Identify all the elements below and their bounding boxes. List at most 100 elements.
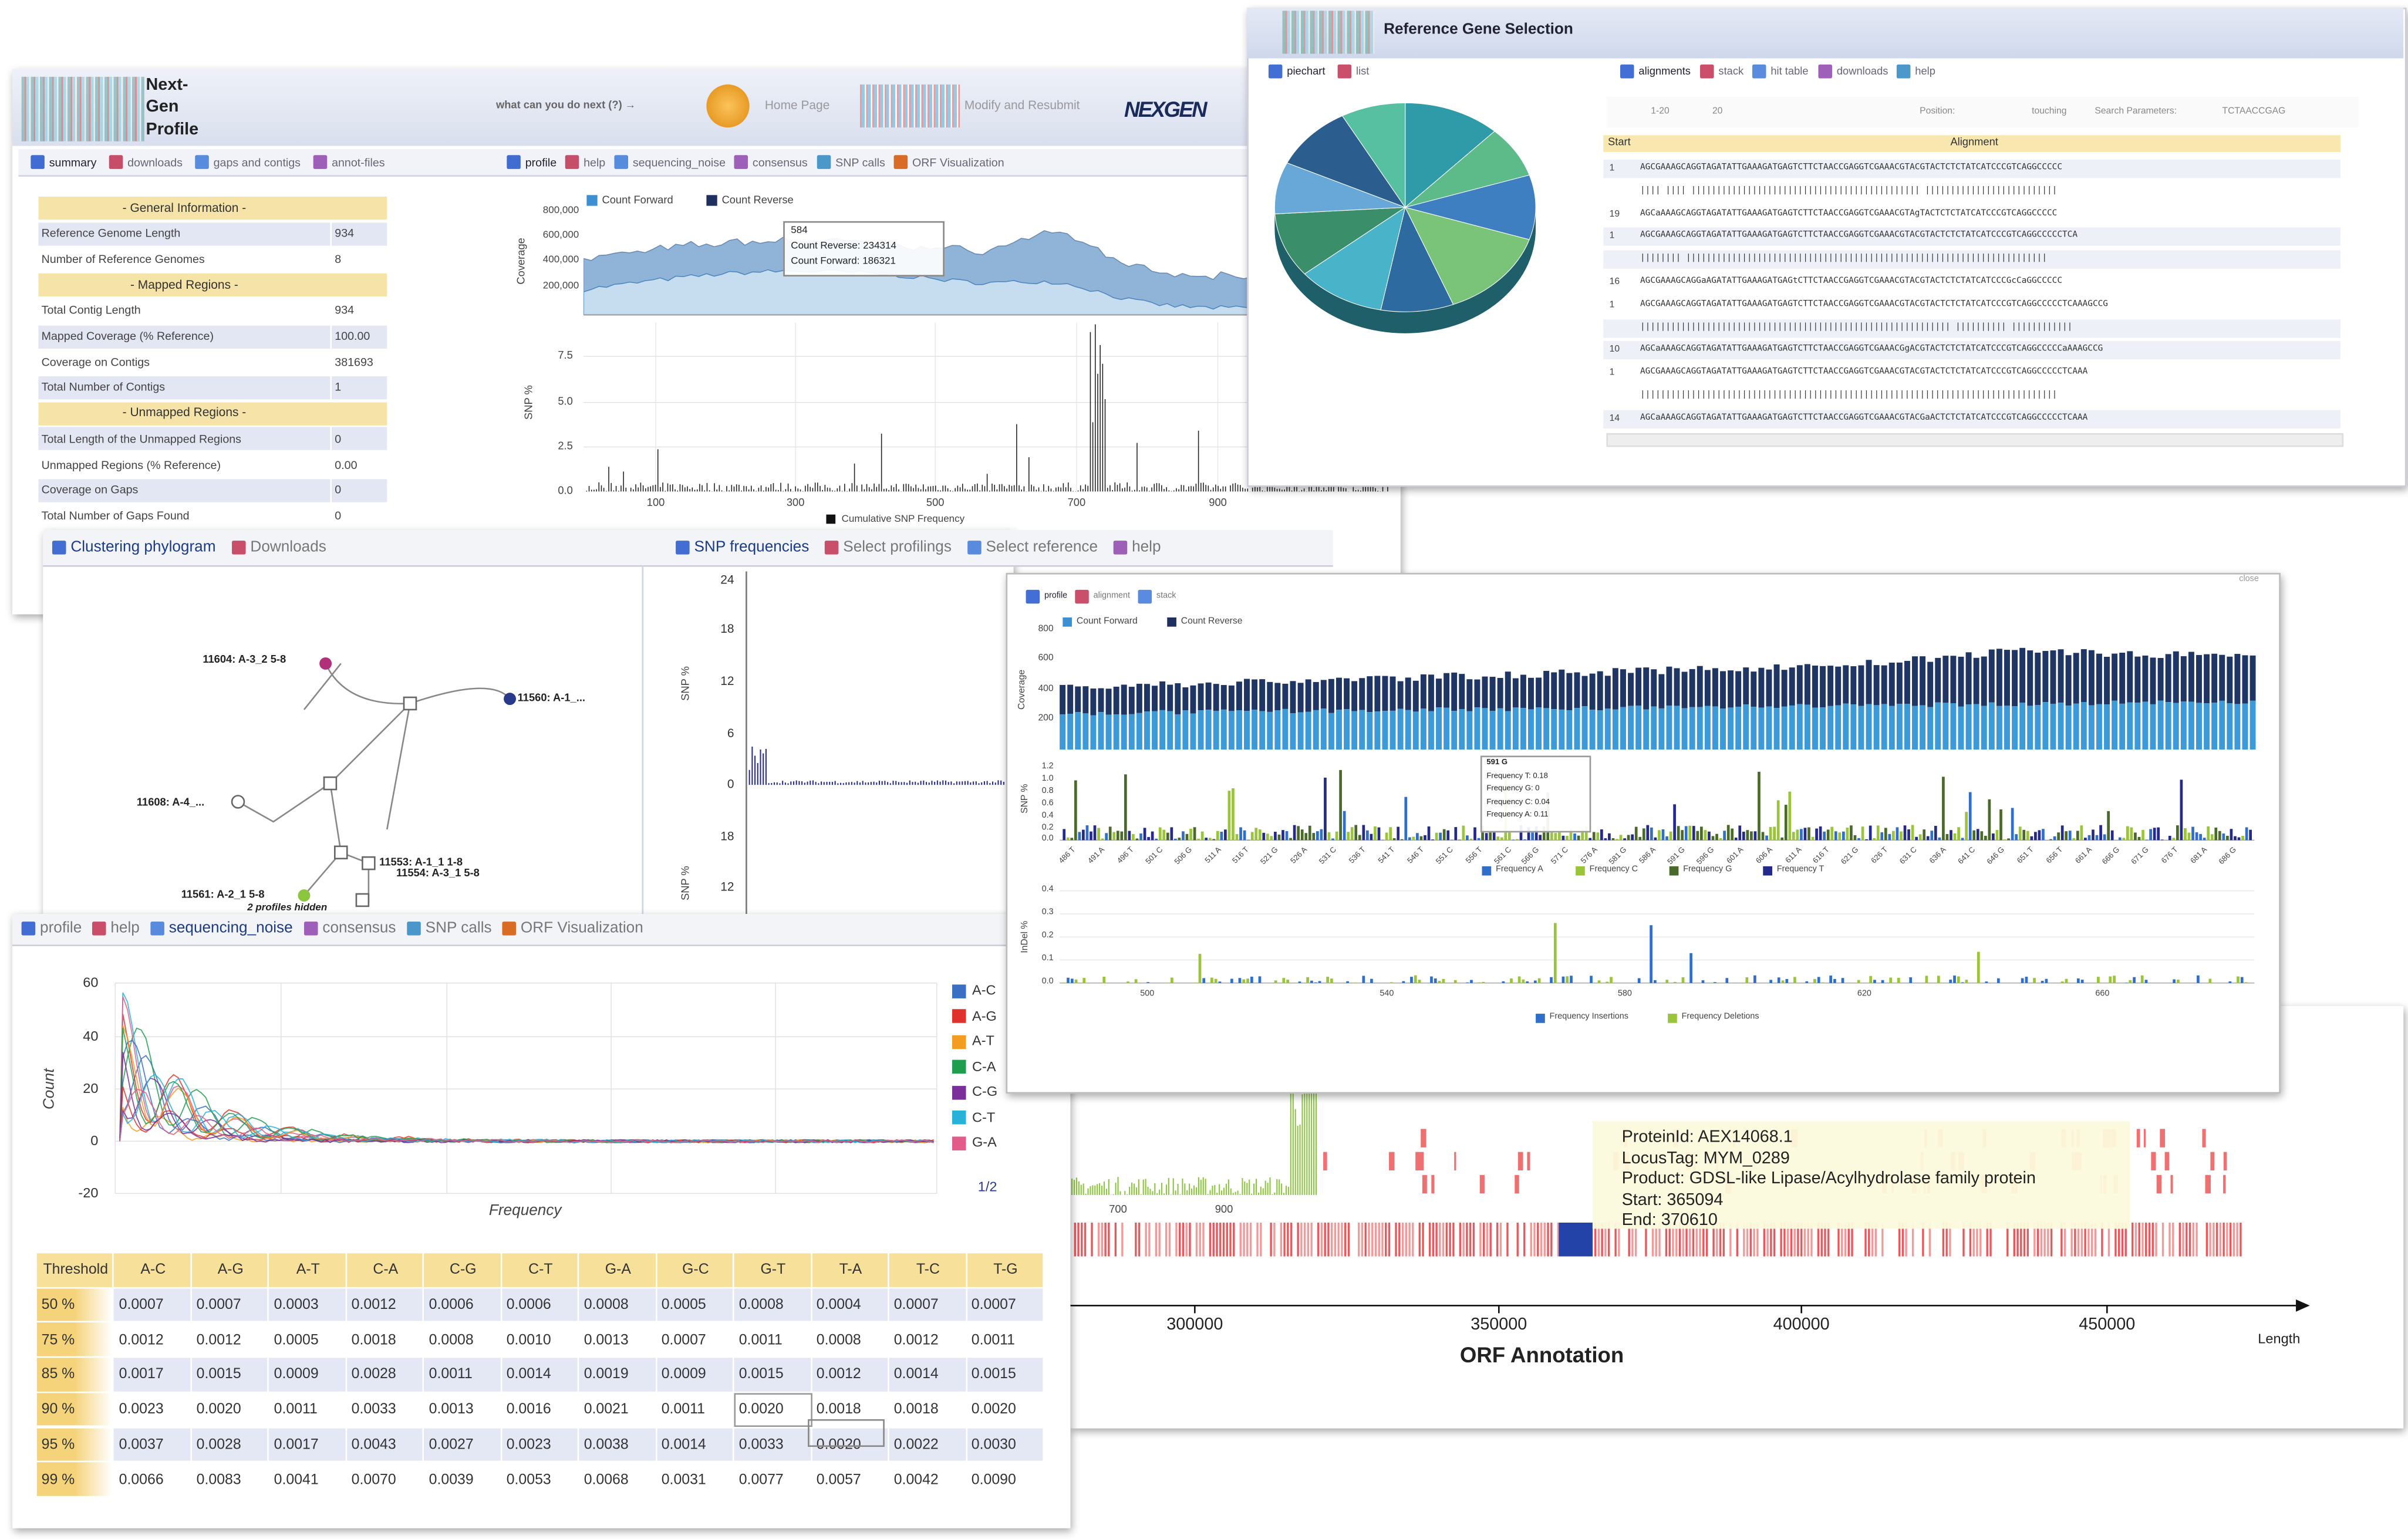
indel-bar <box>1610 977 1613 983</box>
legend-label: Frequency Insertions <box>1549 1013 1629 1022</box>
column-header: C-G <box>450 1261 477 1279</box>
tab[interactable]: alignment <box>1093 592 1131 601</box>
tab[interactable]: SNP calls <box>425 920 492 937</box>
snp-bar <box>2237 837 2241 841</box>
tab[interactable]: help <box>110 920 140 937</box>
snp-bar <box>1826 829 1830 841</box>
reverse-bar <box>1405 677 1411 710</box>
snp-bar <box>1397 826 1400 841</box>
snp-bar <box>2030 836 2033 841</box>
tab[interactable]: sequencing_noise <box>632 155 726 170</box>
forward-bar <box>2035 705 2041 750</box>
tab-icon <box>407 922 421 936</box>
snp-bar <box>1516 839 1519 841</box>
indel-bar <box>1370 978 1373 983</box>
tab[interactable]: alignments <box>1638 66 1691 78</box>
forward-bar <box>1244 711 1250 750</box>
forward-bar <box>1182 710 1189 750</box>
table-cell <box>424 1358 501 1392</box>
close-button[interactable]: close <box>2239 575 2259 585</box>
tab[interactable]: SNP frequencies <box>694 539 810 556</box>
title-logo <box>1282 11 1375 54</box>
tab[interactable]: hit table <box>1770 66 1809 78</box>
nav-link[interactable]: Home Page <box>764 98 830 113</box>
table-value: 0.0013 <box>584 1331 629 1349</box>
snp-bar <box>1135 838 1139 841</box>
tab[interactable]: help <box>1132 539 1161 556</box>
indel-bar <box>1701 980 1705 983</box>
tab[interactable]: profile <box>525 155 557 170</box>
indel-bar <box>1650 925 1652 983</box>
indel-bar <box>2244 982 2248 983</box>
forward-bar <box>1543 708 1550 750</box>
table-value: 0.0013 <box>429 1401 474 1419</box>
tab[interactable]: list <box>1356 66 1370 78</box>
tab[interactable]: Select reference <box>986 539 1098 556</box>
tab[interactable]: Clustering phylogram <box>70 539 216 556</box>
forward-bar <box>1082 713 1089 750</box>
legend-label: Count Forward <box>602 195 673 207</box>
indel-bar <box>1857 980 1860 983</box>
reverse-bar <box>1589 673 1596 710</box>
tooltip-line: Frequency A: 0.11 <box>1486 810 1549 820</box>
table-cell <box>191 1462 268 1496</box>
reverse-bar <box>1236 681 1242 711</box>
forward-bar <box>1658 708 1665 750</box>
tab[interactable]: Downloads <box>250 539 326 556</box>
tab[interactable]: downloads <box>127 155 183 170</box>
reverse-bar <box>2227 656 2233 704</box>
nav-link[interactable]: Modify and Resubmit <box>964 98 1080 113</box>
snp-bar <box>1174 838 1177 841</box>
tab[interactable]: consensus <box>322 920 396 937</box>
tab[interactable]: annot-files <box>332 155 385 170</box>
tab[interactable]: profile <box>1044 592 1068 601</box>
pager[interactable]: 1/2 <box>977 1179 997 1194</box>
forward-bar <box>1728 707 1734 750</box>
sequence: |||||||| |||||||||||||||||||||||||||||||… <box>1640 254 2048 264</box>
tab[interactable]: ORF Visualization <box>912 155 1004 170</box>
table-value: 0.0005 <box>274 1331 319 1349</box>
tab[interactable]: SNP calls <box>835 155 885 170</box>
tab[interactable]: help <box>584 155 606 170</box>
forward-bar <box>1474 707 1480 750</box>
tab[interactable]: sequencing_noise <box>168 920 293 937</box>
reverse-bar <box>1320 680 1327 709</box>
info-value: 0 <box>335 482 342 497</box>
orf-feature <box>2223 1174 2226 1194</box>
tab[interactable]: help <box>1915 66 1935 78</box>
orf-tooltip <box>1592 1121 2130 1229</box>
tab[interactable]: downloads <box>1836 66 1888 78</box>
reverse-bar <box>2142 655 2149 702</box>
forward-bar <box>1796 704 1803 750</box>
reverse-bar <box>1520 674 1526 708</box>
snp-bar <box>1523 839 1526 841</box>
snp-bar <box>1454 827 1458 841</box>
tab[interactable]: gaps and contigs <box>213 155 301 170</box>
section-row <box>38 274 387 297</box>
tick-label: 0.6 <box>1041 799 1054 809</box>
reverse-bar <box>1182 687 1189 711</box>
table-cell <box>966 1462 1043 1496</box>
table-value: 0.0070 <box>351 1471 396 1489</box>
snp-bar <box>1746 830 1749 841</box>
table-value: 0.0011 <box>971 1331 1015 1349</box>
tab[interactable]: summary <box>49 155 97 170</box>
snp-bar <box>1063 829 1066 841</box>
indel-bar <box>1606 981 1609 983</box>
tab[interactable]: consensus <box>752 155 808 170</box>
cluster-panel <box>43 529 1014 922</box>
tab[interactable]: Select profilings <box>843 539 952 556</box>
forward-bar <box>1958 706 1964 750</box>
snp-bar <box>1400 839 1404 841</box>
snp-bar <box>1212 839 1216 841</box>
tab[interactable]: stack <box>1156 592 1176 601</box>
table-value: 0.0012 <box>816 1366 861 1383</box>
tab[interactable]: piechart <box>1287 66 1326 78</box>
tab[interactable]: ORF Visualization <box>520 920 643 937</box>
tab[interactable]: stack <box>1718 66 1744 78</box>
snp-bar <box>1489 832 1492 841</box>
snp-bar <box>1496 836 1500 841</box>
tab[interactable]: profile <box>40 920 82 937</box>
snp-bar <box>1534 826 1538 841</box>
